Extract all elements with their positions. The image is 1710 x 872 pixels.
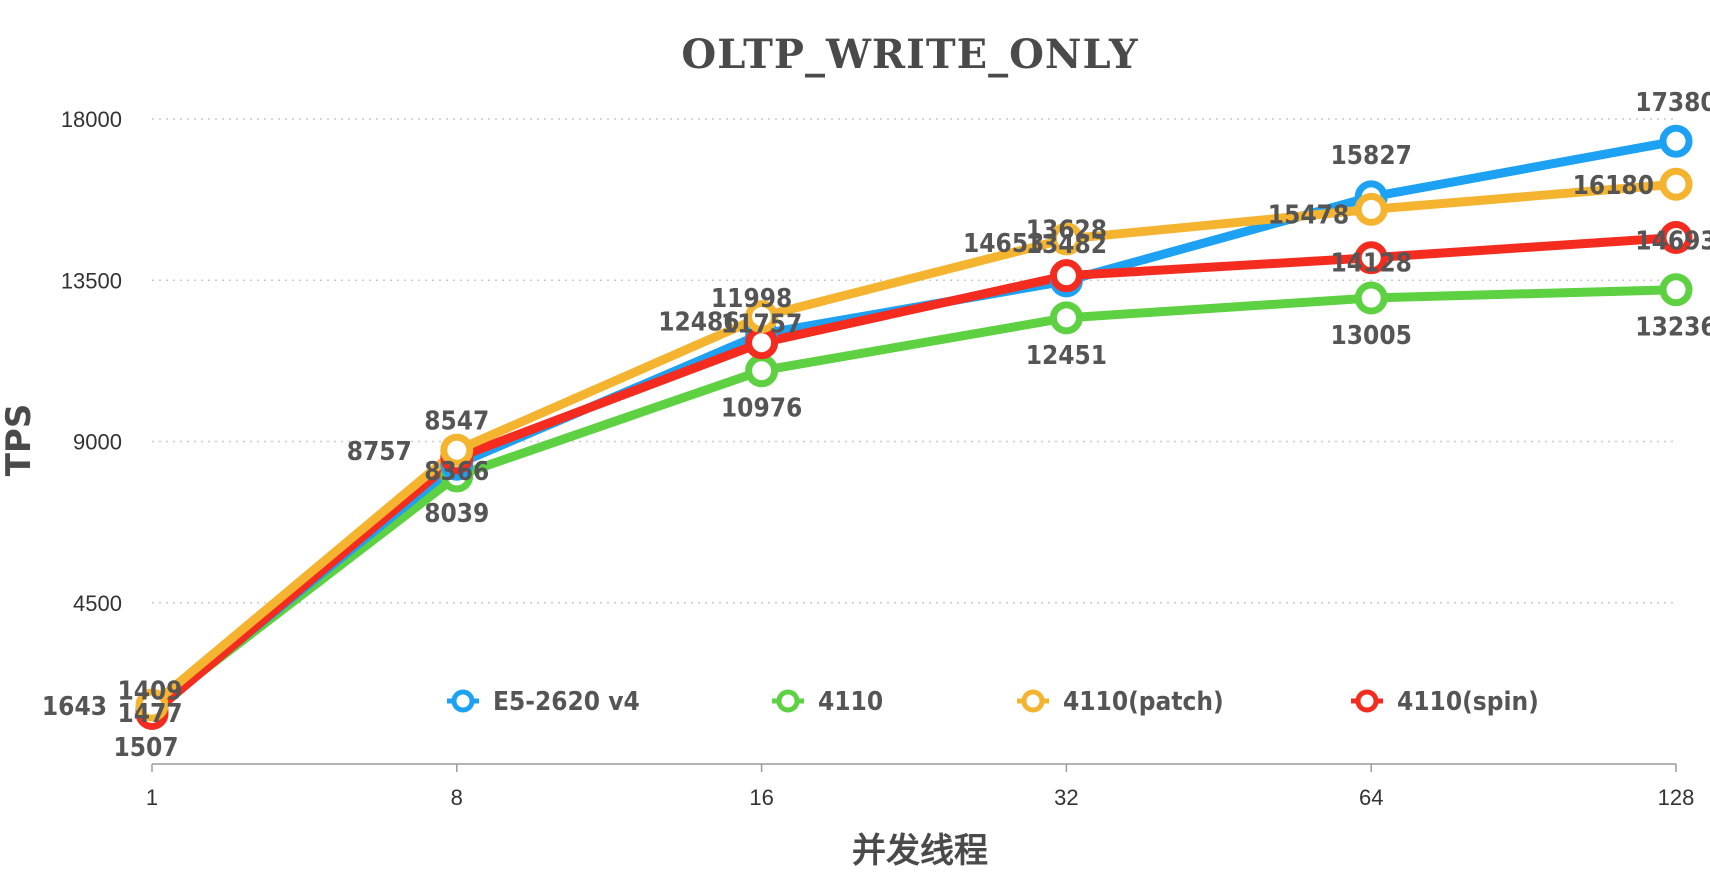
series-point bbox=[1659, 167, 1693, 201]
data-label: 1477 bbox=[117, 699, 182, 729]
series-line-3 bbox=[147, 233, 1681, 719]
data-label: 14128 bbox=[1331, 249, 1412, 279]
y-tick-label: 9000 bbox=[73, 430, 122, 455]
data-label: 8547 bbox=[424, 407, 489, 437]
series-point bbox=[1659, 221, 1693, 255]
legend-swatch-marker bbox=[1021, 689, 1045, 713]
data-label: 1409 bbox=[117, 677, 182, 707]
data-label: 17380 bbox=[1635, 88, 1710, 118]
legend-label: 4110 bbox=[818, 687, 883, 717]
series-point bbox=[1354, 192, 1388, 226]
data-label: 1507 bbox=[113, 733, 178, 763]
data-label: 14693 bbox=[1635, 227, 1710, 257]
data-labels: 1477 8366 11998 13482 15827 17380 1507 8039 1097… bbox=[42, 88, 1710, 763]
legend-label: 4110(patch) bbox=[1063, 687, 1224, 717]
x-tick-labels: 1 8 16 32 64 128 bbox=[146, 764, 1694, 810]
series-markers bbox=[135, 124, 1693, 731]
series-line-1 bbox=[147, 285, 1681, 715]
series-point bbox=[1049, 222, 1083, 256]
legend-swatch-marker bbox=[776, 689, 800, 713]
legend-label: 4110(spin) bbox=[1397, 687, 1539, 717]
data-label: 16180 bbox=[1573, 171, 1654, 201]
data-label: 13236 bbox=[1635, 313, 1710, 343]
series-line-0 bbox=[147, 136, 1681, 716]
x-tick-label: 64 bbox=[1359, 785, 1383, 810]
y-axis-title: TPS bbox=[0, 404, 39, 477]
data-label: 13005 bbox=[1331, 321, 1412, 351]
data-label: 14653 bbox=[963, 229, 1044, 259]
legend-swatch-marker bbox=[451, 689, 475, 713]
data-label: 15478 bbox=[1268, 200, 1349, 230]
legend-label: E5-2620 v4 bbox=[493, 687, 640, 717]
x-tick-label: 32 bbox=[1054, 785, 1078, 810]
chart-title: OLTP_WRITE_ONLY bbox=[681, 31, 1138, 78]
data-label: 12486 bbox=[658, 308, 739, 338]
y-tick-label: 13500 bbox=[61, 268, 122, 293]
series-point bbox=[1354, 281, 1388, 315]
data-label: 8757 bbox=[347, 437, 412, 467]
data-label: 8039 bbox=[424, 499, 489, 529]
data-label: 10976 bbox=[721, 394, 802, 424]
data-label: 8366 bbox=[424, 457, 489, 487]
y-tick-label: 18000 bbox=[61, 107, 122, 132]
legend: E5-2620 v4 4110 4110(patch) 4110(spin) bbox=[447, 687, 1539, 717]
data-label: 13482 bbox=[1026, 230, 1107, 260]
y-tick-labels: 4500 9000 13500 18000 bbox=[61, 107, 122, 616]
series-point bbox=[1354, 241, 1388, 275]
data-label: 11757 bbox=[721, 310, 802, 340]
series-point bbox=[1659, 124, 1693, 158]
series-lines bbox=[147, 136, 1681, 719]
series-point bbox=[135, 688, 169, 722]
grid-lines bbox=[152, 118, 1676, 604]
legend-swatch-marker bbox=[1355, 689, 1379, 713]
series-point bbox=[440, 433, 474, 467]
series-point bbox=[1049, 301, 1083, 335]
x-tick-label: 8 bbox=[451, 785, 463, 810]
series-point bbox=[745, 354, 779, 388]
x-axis-title: 并发线程 bbox=[852, 831, 988, 871]
series-point bbox=[1049, 259, 1083, 293]
data-label: 1643 bbox=[42, 692, 107, 722]
x-tick-label: 128 bbox=[1658, 785, 1695, 810]
x-tick-label: 16 bbox=[749, 785, 773, 810]
data-label: 13628 bbox=[1026, 216, 1107, 246]
x-tick-label: 1 bbox=[146, 785, 158, 810]
data-label: 15827 bbox=[1331, 141, 1412, 171]
data-label: 12451 bbox=[1026, 341, 1107, 371]
series-line-2 bbox=[147, 179, 1681, 710]
y-tick-label: 4500 bbox=[73, 591, 122, 616]
series-point bbox=[745, 300, 779, 334]
data-label: 11998 bbox=[711, 284, 792, 314]
series-point bbox=[1659, 273, 1693, 307]
